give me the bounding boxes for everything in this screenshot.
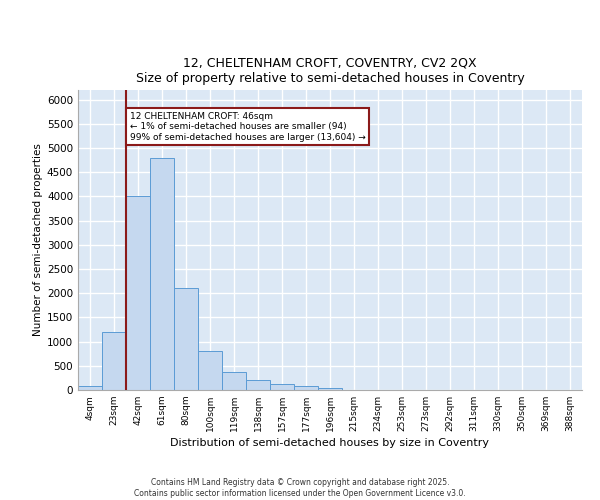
Text: 12 CHELTENHAM CROFT: 46sqm
← 1% of semi-detached houses are smaller (94)
99% of : 12 CHELTENHAM CROFT: 46sqm ← 1% of semi-… — [130, 112, 365, 142]
X-axis label: Distribution of semi-detached houses by size in Coventry: Distribution of semi-detached houses by … — [170, 438, 490, 448]
Text: Contains HM Land Registry data © Crown copyright and database right 2025.
Contai: Contains HM Land Registry data © Crown c… — [134, 478, 466, 498]
Title: 12, CHELTENHAM CROFT, COVENTRY, CV2 2QX
Size of property relative to semi-detach: 12, CHELTENHAM CROFT, COVENTRY, CV2 2QX … — [136, 56, 524, 84]
Bar — [174, 288, 198, 390]
Y-axis label: Number of semi-detached properties: Number of semi-detached properties — [33, 144, 43, 336]
Bar — [126, 196, 150, 390]
Bar — [246, 380, 270, 390]
Bar — [102, 332, 126, 390]
Bar — [78, 386, 102, 390]
Bar — [198, 352, 222, 390]
Bar — [150, 158, 174, 390]
Bar — [294, 386, 318, 390]
Bar — [270, 384, 294, 390]
Bar — [318, 388, 342, 390]
Bar — [222, 372, 246, 390]
